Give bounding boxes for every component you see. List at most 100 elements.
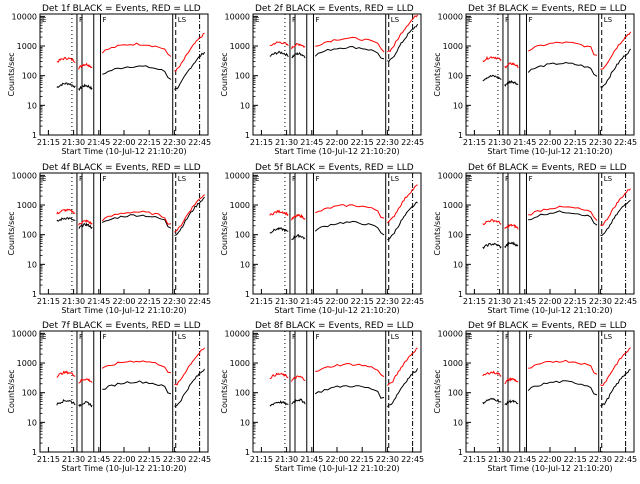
x-tick-label: 21:15 <box>463 455 486 464</box>
segment-label: F <box>292 16 296 24</box>
x-tick-label: 22:15 <box>351 455 374 464</box>
lld-series-line <box>101 42 172 57</box>
x-axis-label: Start Time (10-Jul-12 21:10:20) <box>487 147 612 156</box>
lld-series-line <box>269 41 289 47</box>
y-tick-label: 10000 <box>225 171 250 180</box>
x-tick-label: 21:15 <box>37 138 60 147</box>
plot-panel-4: Det 4f BLACK = Events, RED = LLD 1 10 100 10… <box>7 163 211 315</box>
y-tick-label: 1000 <box>230 359 250 368</box>
lld-series-line <box>314 204 385 219</box>
segment-label: F <box>505 175 509 183</box>
plot-title: Det 5f BLACK = Events, RED = LLD <box>255 163 414 173</box>
lld-series-line <box>504 376 519 385</box>
corner-label-left: E <box>255 175 259 183</box>
x-tick-label: 21:30 <box>488 297 511 306</box>
corner-label-right: LS <box>178 16 187 24</box>
segment-label: F <box>315 333 319 341</box>
x-axis-label: Start Time (10-Jul-12 21:10:20) <box>61 147 186 156</box>
segment-label: F <box>102 16 106 24</box>
y-tick-label: 10000 <box>225 329 250 338</box>
plot-frame <box>252 13 422 136</box>
corner-label-left: E <box>255 16 259 24</box>
y-tick-label: 1 <box>458 290 463 299</box>
x-tick-label: 22:45 <box>401 297 424 306</box>
events-series-line <box>600 48 631 89</box>
lld-series-line <box>504 223 519 230</box>
lld-series-line <box>600 347 631 387</box>
y-tick-label: 1000 <box>443 42 463 51</box>
y-tick-label: 10 <box>27 418 37 427</box>
events-series-line <box>482 397 502 405</box>
corner-label-right: LS <box>178 333 187 341</box>
lld-series-line <box>269 372 289 380</box>
segment-label: F <box>315 16 319 24</box>
plot-title: Det 7f BLACK = Events, RED = LLD <box>42 321 201 331</box>
plot-frame <box>252 172 422 295</box>
corner-label-right: LS <box>391 16 400 24</box>
events-series-line <box>528 210 598 226</box>
x-tick-label: 21:45 <box>513 297 536 306</box>
plot-frame <box>465 330 635 453</box>
y-tick-label: 1 <box>245 448 250 457</box>
lld-series-line <box>387 347 418 386</box>
segment-label: F <box>79 16 83 24</box>
plot-panel-5: Det 5f BLACK = Events, RED = LLD 1 10 100 10… <box>220 163 424 315</box>
corner-label-right: LS <box>391 333 400 341</box>
y-tick-label: 10000 <box>12 12 37 21</box>
y-axis-label: Counts/sec <box>220 369 229 413</box>
y-axis-label: Counts/sec <box>433 211 442 255</box>
x-tick-label: 22:45 <box>188 297 211 306</box>
x-tick-label: 22:15 <box>351 138 374 147</box>
x-tick-label: 22:00 <box>112 138 135 147</box>
x-tick-label: 22:30 <box>163 455 186 464</box>
plot-title: Det 2f BLACK = Events, RED = LLD <box>255 4 414 14</box>
x-tick-label: 22:00 <box>325 455 348 464</box>
events-series-line <box>387 201 418 241</box>
plot-panel-1: Det 1f BLACK = Events, RED = LLD 1 10 100 10… <box>7 4 211 156</box>
events-series-line <box>102 65 172 80</box>
x-axis-label: Start Time (10-Jul-12 21:10:20) <box>61 464 186 473</box>
events-series-line <box>56 217 76 222</box>
lld-series-line <box>482 55 502 63</box>
y-tick-label: 10000 <box>438 329 463 338</box>
segment-label: F <box>505 16 509 24</box>
y-tick-label: 100 <box>22 389 37 398</box>
y-tick-label: 100 <box>235 72 250 81</box>
x-tick-label: 22:30 <box>589 297 612 306</box>
corner-label-left: E <box>42 175 46 183</box>
x-tick-label: 22:45 <box>401 138 424 147</box>
y-axis-label: Counts/sec <box>7 52 16 96</box>
x-axis-label: Start Time (10-Jul-12 21:10:20) <box>61 306 186 315</box>
x-tick-label: 22:30 <box>163 297 186 306</box>
y-tick-label: 1000 <box>230 42 250 51</box>
events-series-line <box>78 222 93 229</box>
x-axis-label: Start Time (10-Jul-12 21:10:20) <box>487 464 612 473</box>
x-tick-label: 22:30 <box>376 297 399 306</box>
corner-label-left: E <box>42 16 46 24</box>
lld-series-line <box>291 43 306 50</box>
corner-label-left: E <box>255 333 259 341</box>
events-series-line <box>600 369 631 407</box>
x-tick-label: 22:00 <box>325 297 348 306</box>
x-axis-label: Start Time (10-Jul-12 21:10:20) <box>487 306 612 315</box>
x-tick-label: 21:45 <box>87 138 110 147</box>
lld-series-line <box>174 347 205 386</box>
plot-title: Det 4f BLACK = Events, RED = LLD <box>42 163 201 173</box>
y-tick-label: 1 <box>245 131 250 140</box>
y-tick-label: 1 <box>458 448 463 457</box>
lld-series-line <box>174 32 205 72</box>
y-tick-label: 100 <box>448 231 463 240</box>
events-series-line <box>174 51 206 90</box>
x-tick-label: 21:30 <box>62 455 85 464</box>
y-tick-label: 100 <box>448 72 463 81</box>
x-tick-label: 22:15 <box>138 455 161 464</box>
events-series-line <box>269 400 289 407</box>
events-series-line <box>504 399 519 406</box>
x-tick-label: 21:15 <box>463 297 486 306</box>
plot-frame <box>465 13 635 136</box>
y-tick-label: 10000 <box>438 12 463 21</box>
events-series-line <box>291 234 306 241</box>
x-tick-label: 22:45 <box>614 455 637 464</box>
x-tick-label: 21:15 <box>463 138 486 147</box>
